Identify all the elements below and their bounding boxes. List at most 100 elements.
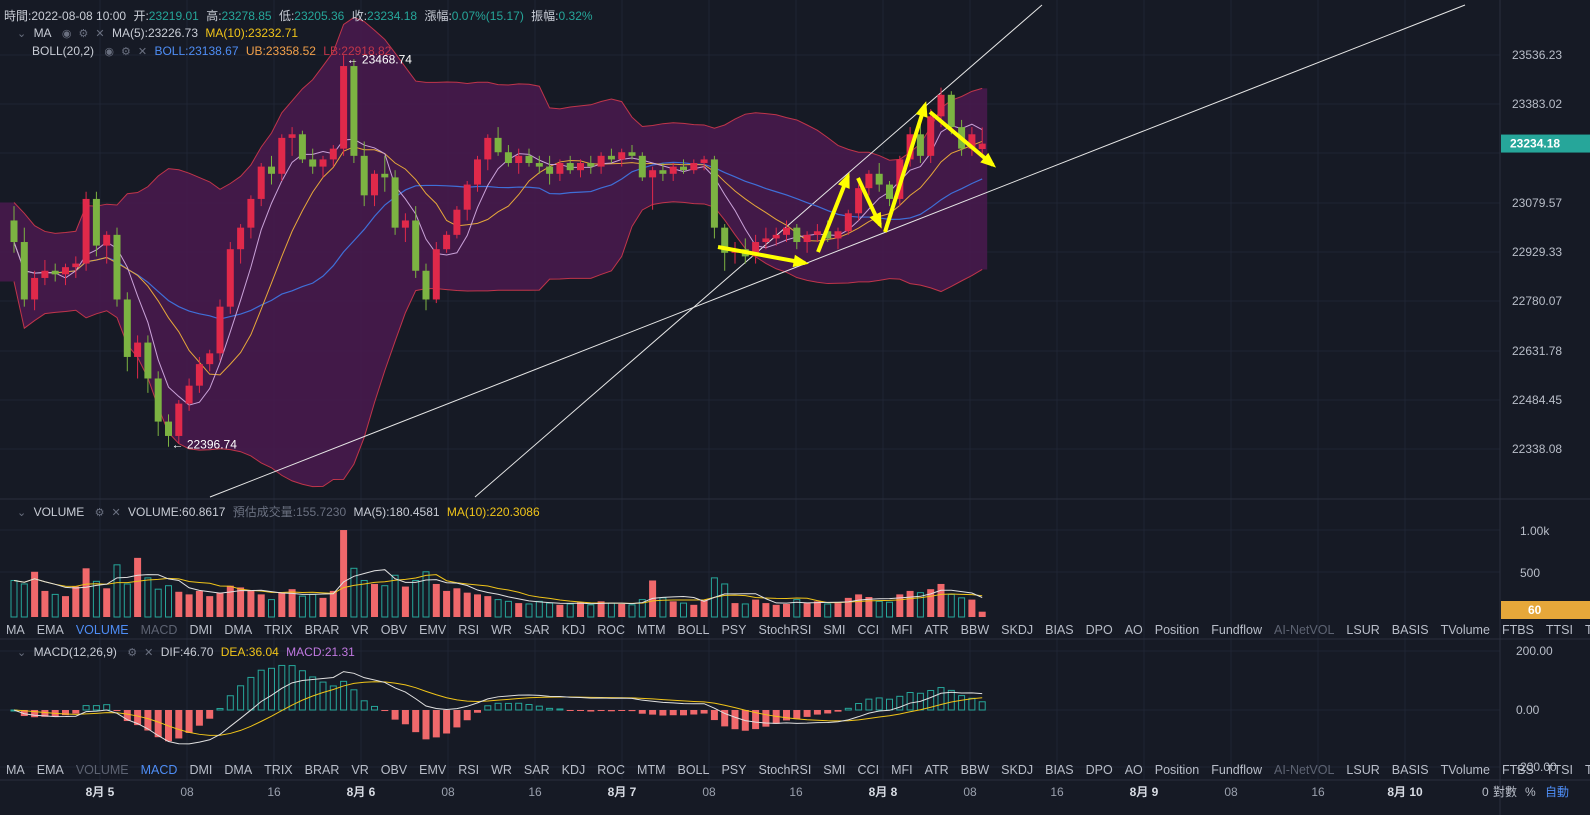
- indicator-tab-rsi[interactable]: RSI: [458, 763, 480, 777]
- indicator-tab-roc[interactable]: ROC: [597, 623, 626, 637]
- indicator-tab-tvolume[interactable]: TVolume: [1440, 763, 1490, 777]
- indicator-tab-skdj[interactable]: SKDJ: [1001, 623, 1034, 637]
- indicator-tab-mtm[interactable]: MTM: [637, 763, 666, 777]
- close-icon[interactable]: ✕: [144, 647, 154, 659]
- indicator-tab-vr[interactable]: VR: [351, 623, 369, 637]
- indicator-tab-skdj[interactable]: SKDJ: [1001, 763, 1034, 777]
- indicator-tab-brar[interactable]: BRAR: [304, 763, 340, 777]
- yellow-arrow-drawings[interactable]: [717, 101, 997, 268]
- indicator-tab-mfi[interactable]: MFI: [891, 763, 913, 777]
- indicator-tab-position[interactable]: Position: [1154, 763, 1200, 777]
- collapse-chevron-icon[interactable]: ⌄: [17, 647, 27, 659]
- indicator-tab-ao[interactable]: AO: [1124, 623, 1143, 637]
- indicator-tab-ema[interactable]: EMA: [36, 763, 64, 777]
- indicator-tab-smi[interactable]: SMI: [823, 623, 846, 637]
- indicator-tab-ai-netvol[interactable]: AI-NetVOL: [1273, 623, 1335, 637]
- indicator-tab-psy[interactable]: PSY: [721, 763, 747, 777]
- indicator-tab-wr[interactable]: WR: [491, 623, 512, 637]
- indicator-tab-ai-netvol[interactable]: AI-NetVOL: [1273, 763, 1335, 777]
- close-icon[interactable]: ✕: [95, 28, 105, 40]
- indicator-tab-mtm[interactable]: MTM: [637, 623, 666, 637]
- indicator-tab-basis[interactable]: BASIS: [1391, 763, 1429, 777]
- indicator-tab-ttmu[interactable]: TTMU: [1584, 623, 1590, 637]
- indicator-tab-fundflow[interactable]: Fundflow: [1211, 623, 1262, 637]
- indicator-tab-brar[interactable]: BRAR: [304, 623, 340, 637]
- indicator-tab-atr[interactable]: ATR: [924, 623, 949, 637]
- indicator-tab-bias[interactable]: BIAS: [1045, 623, 1074, 637]
- indicator-tab-cci[interactable]: CCI: [857, 623, 880, 637]
- ma-indicator-name[interactable]: MA: [33, 26, 52, 40]
- indicator-tab-sar[interactable]: SAR: [523, 763, 550, 777]
- collapse-chevron-icon[interactable]: ⌄: [17, 28, 27, 40]
- indicator-tab-basis[interactable]: BASIS: [1391, 623, 1429, 637]
- indicator-tab-ao[interactable]: AO: [1124, 763, 1143, 777]
- indicator-tab-trix[interactable]: TRIX: [264, 763, 293, 777]
- indicator-tab-ttsi[interactable]: TTSI: [1545, 623, 1573, 637]
- indicator-tab-macd[interactable]: MACD: [140, 623, 178, 637]
- indicator-tab-stochrsi[interactable]: StochRSI: [758, 763, 812, 777]
- eye-icon[interactable]: ◉: [104, 46, 114, 58]
- indicator-tab-smi[interactable]: SMI: [823, 763, 846, 777]
- settings-icon[interactable]: ⚙: [127, 647, 138, 659]
- indicator-tab-lsur[interactable]: LSUR: [1346, 763, 1380, 777]
- indicator-tab-dma[interactable]: DMA: [224, 623, 253, 637]
- indicator-tab-fundflow[interactable]: Fundflow: [1211, 763, 1262, 777]
- indicator-tab-kdj[interactable]: KDJ: [561, 763, 586, 777]
- indicator-tab-trix[interactable]: TRIX: [264, 623, 293, 637]
- indicator-tab-ttmu[interactable]: TTMU: [1584, 763, 1590, 777]
- boll-indicator-name[interactable]: BOLL(20,2): [32, 44, 95, 58]
- indicator-tab-ma[interactable]: MA: [6, 623, 25, 637]
- indicator-tab-position[interactable]: Position: [1154, 623, 1200, 637]
- eye-icon[interactable]: ◉: [61, 28, 72, 40]
- axis-option-label[interactable]: %: [1525, 785, 1536, 799]
- indicator-tab-tvolume[interactable]: TVolume: [1440, 623, 1490, 637]
- indicator-tab-bbw[interactable]: BBW: [960, 763, 990, 777]
- indicator-tab-sar[interactable]: SAR: [523, 623, 550, 637]
- indicator-tab-dmi[interactable]: DMI: [189, 763, 213, 777]
- indicator-tab-boll[interactable]: BOLL: [677, 623, 710, 637]
- settings-icon[interactable]: ⚙: [94, 507, 105, 519]
- close-icon[interactable]: ✕: [111, 507, 121, 519]
- indicator-tab-dpo[interactable]: DPO: [1085, 763, 1113, 777]
- indicator-tab-ema[interactable]: EMA: [36, 623, 64, 637]
- indicator-tab-kdj[interactable]: KDJ: [561, 623, 586, 637]
- indicator-tab-obv[interactable]: OBV: [380, 623, 408, 637]
- axis-option-label[interactable]: 0: [1482, 785, 1489, 799]
- indicator-tab-psy[interactable]: PSY: [721, 623, 747, 637]
- axis-option-label[interactable]: 自動: [1545, 785, 1569, 799]
- indicator-tab-lsur[interactable]: LSUR: [1346, 623, 1380, 637]
- indicator-tab-dpo[interactable]: DPO: [1085, 623, 1113, 637]
- indicator-tab-emv[interactable]: EMV: [419, 623, 447, 637]
- indicator-tab-ftbs[interactable]: FTBS: [1501, 623, 1534, 637]
- indicator-tab-bbw[interactable]: BBW: [960, 623, 990, 637]
- settings-icon[interactable]: ⚙: [121, 46, 131, 58]
- indicator-tab-obv[interactable]: OBV: [380, 763, 408, 777]
- indicator-tab-vr[interactable]: VR: [351, 763, 369, 777]
- volume-indicator-name[interactable]: VOLUME: [33, 505, 85, 519]
- indicator-tab-rsi[interactable]: RSI: [458, 623, 480, 637]
- indicator-tab-dmi[interactable]: DMI: [189, 623, 213, 637]
- indicator-tab-mfi[interactable]: MFI: [891, 623, 913, 637]
- indicator-tab-bias[interactable]: BIAS: [1045, 763, 1074, 777]
- indicator-tab-ttsi[interactable]: TTSI: [1545, 763, 1573, 777]
- indicator-tab-emv[interactable]: EMV: [419, 763, 447, 777]
- indicator-tab-wr[interactable]: WR: [491, 763, 512, 777]
- axis-option-label[interactable]: 對數: [1493, 785, 1517, 799]
- indicator-tab-ma[interactable]: MA: [6, 763, 25, 777]
- indicator-tab-boll[interactable]: BOLL: [677, 763, 710, 777]
- settings-icon[interactable]: ⚙: [78, 28, 89, 40]
- indicator-tab-stochrsi[interactable]: StochRSI: [758, 623, 812, 637]
- collapse-chevron-icon[interactable]: ⌄: [17, 507, 27, 519]
- close-icon[interactable]: ✕: [137, 46, 148, 58]
- indicator-tab-roc[interactable]: ROC: [597, 763, 626, 777]
- indicator-tab-dma[interactable]: DMA: [224, 763, 253, 777]
- indicator-tab-cci[interactable]: CCI: [857, 763, 880, 777]
- indicator-tab-atr[interactable]: ATR: [924, 763, 949, 777]
- indicator-tab-ftbs[interactable]: FTBS: [1501, 763, 1534, 777]
- macd-indicator-name[interactable]: MACD(12,26,9): [33, 645, 117, 659]
- indicator-tab-volume[interactable]: VOLUME: [75, 623, 129, 637]
- indicator-tab-macd[interactable]: MACD: [140, 763, 178, 777]
- indicator-tab-volume[interactable]: VOLUME: [75, 763, 129, 777]
